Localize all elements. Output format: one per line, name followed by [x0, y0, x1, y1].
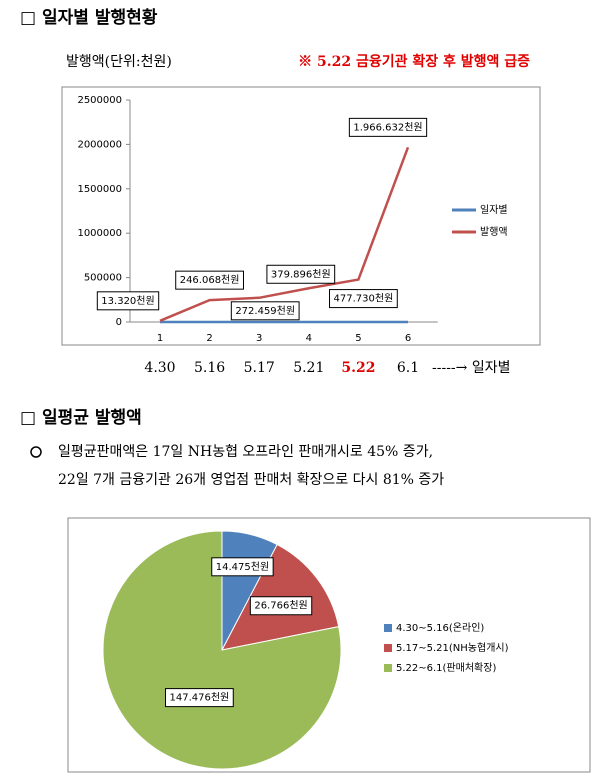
data-label-box	[175, 270, 244, 290]
heading: □ 일자별 발행현황	[20, 8, 158, 28]
data-label: 26.766천원	[254, 600, 307, 612]
date-label: 6.1	[397, 360, 419, 376]
x-tick-label: 5	[355, 333, 361, 344]
legend-label: 5.17~5.21(NH농협개시)	[396, 641, 509, 654]
data-label: 272.459천원	[235, 305, 295, 317]
paragraph-line: 일평균판매액은 17일 NH농협 오프라인 판매개시로 45% 증가,	[58, 444, 433, 460]
x-tick-label: 3	[256, 333, 262, 344]
x-tick-label: 2	[206, 333, 212, 344]
chart-frame	[61, 86, 541, 346]
data-label: 1.966.632천원	[353, 121, 422, 133]
paragraph-line: 22일 7개 금융기관 26개 영업점 판매처 확장으로 다시 81% 증가	[58, 472, 444, 488]
line-series	[159, 146, 410, 322]
date-label: 5.17	[244, 360, 275, 376]
data-label: 477.730천원	[334, 293, 394, 305]
data-label: 14.475천원	[216, 561, 269, 573]
date-label: 4.30	[144, 360, 175, 376]
data-label-box	[329, 289, 398, 309]
date-label: 5.22	[341, 360, 375, 376]
x-tick-label: 1	[157, 333, 163, 344]
y-tick-label: 0	[116, 317, 122, 328]
heading: □ 일평균 발행액	[20, 408, 142, 428]
chart-frame	[67, 517, 591, 773]
note: ※ 5.22 금융기관 확장 후 발행액 급증	[298, 53, 530, 70]
x-tick-label: 4	[306, 333, 312, 344]
unit-label: 발행액(단위:천원)	[66, 54, 172, 70]
data-label-box	[348, 117, 428, 137]
legend-label: 일자별	[480, 204, 508, 216]
legend-swatch	[384, 644, 392, 652]
legend-label: 발행액	[480, 226, 508, 238]
date-label: 5.16	[194, 360, 225, 376]
y-tick-label: 2500000	[77, 95, 122, 106]
y-tick-label: 500000	[84, 273, 122, 284]
y-tick-label: 1500000	[77, 184, 122, 195]
pie-slice	[102, 530, 342, 770]
data-label-box	[96, 291, 160, 311]
data-label: 379.896천원	[271, 268, 331, 280]
data-label: 246.068천원	[180, 274, 240, 286]
legend-swatch	[384, 664, 392, 672]
y-tick-label: 1000000	[77, 228, 122, 239]
data-label: 13.320천원	[101, 295, 154, 307]
bullet	[30, 446, 42, 458]
date-label: 5.21	[293, 360, 324, 376]
legend-swatch	[384, 624, 392, 632]
data-label: 147.476천원	[169, 692, 229, 704]
data-label-box	[164, 688, 234, 708]
date-caption: -----→ 일자별	[432, 360, 510, 376]
y-tick-label: 2000000	[77, 139, 122, 150]
legend-label: 4.30~5.16(온라인)	[396, 622, 484, 634]
data-label-box	[249, 596, 313, 616]
data-label-box	[211, 557, 274, 577]
data-label-box	[266, 264, 336, 284]
legend-label: 5.22~6.1(판매처확장)	[396, 662, 496, 674]
data-label-box	[230, 301, 300, 321]
x-tick-label: 6	[405, 333, 411, 344]
